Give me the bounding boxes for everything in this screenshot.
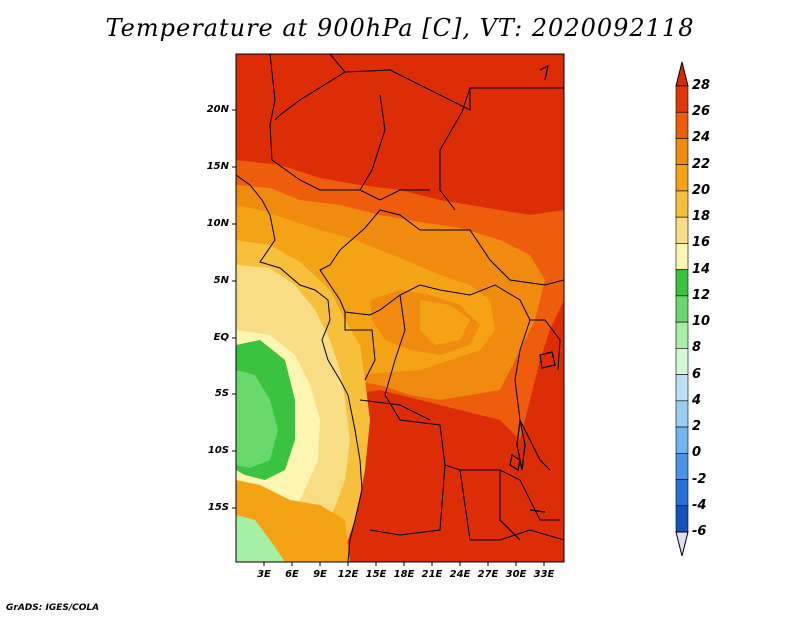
colorbar-segment (675, 138, 689, 166)
colorbar-segment (675, 426, 689, 454)
lake-2 (516, 419, 526, 471)
lake-5 (539, 64, 549, 81)
map-frame (235, 53, 565, 563)
colorbar-label: 18 (692, 209, 711, 225)
colorbar-label: 8 (692, 340, 702, 356)
border-16 (499, 470, 521, 541)
lake-1 (539, 351, 556, 369)
colorbar-label: -6 (692, 524, 707, 539)
lat-label-5s: 5S (214, 388, 229, 399)
colorbar-segment (675, 295, 689, 323)
lon-label-33e: 33E (533, 569, 555, 580)
field-band-cool-southwest (236, 515, 285, 562)
colorbar-segment (675, 505, 689, 533)
lat-label-5n: 5N (213, 275, 229, 286)
coastline (236, 174, 363, 562)
colorbar-label: 28 (692, 78, 711, 93)
lon-label-3e: 3E (257, 569, 271, 580)
border-9 (344, 312, 376, 381)
lakes (509, 64, 556, 513)
colorbar-label: 2 (692, 419, 702, 435)
colorbar-label: 26 (692, 104, 711, 120)
field-band-10 (236, 370, 278, 468)
lat-label-15s: 15S (207, 502, 229, 513)
lon-label-12e: 12E (337, 569, 359, 580)
lat-ticks (232, 109, 236, 509)
border-6 (271, 159, 360, 191)
border-3 (344, 69, 564, 111)
colorbar-bottom-arrow (675, 531, 689, 557)
border-2 (274, 54, 346, 121)
colorbar (675, 61, 689, 557)
colorbar-label: -4 (692, 497, 707, 513)
border-1 (269, 54, 276, 161)
colorbar-label: 4 (692, 392, 702, 408)
colorbar-segment (675, 164, 689, 192)
border-8 (319, 249, 531, 321)
country-borders (236, 54, 564, 562)
colorbar-label: 0 (692, 445, 702, 461)
border-11 (359, 399, 431, 421)
colorbar-segment (675, 243, 689, 270)
colorbar-segment (675, 216, 689, 244)
border-4 (439, 87, 471, 211)
border-12 (369, 464, 446, 536)
colorbar-label: -2 (692, 471, 707, 487)
lon-label-21e: 21E (421, 569, 443, 580)
colorbar-label: 16 (692, 235, 711, 251)
colorbar-label: 10 (692, 314, 711, 330)
colorbar-segment (675, 85, 689, 113)
colorbar-segment (675, 452, 689, 480)
colorbar-label: 14 (692, 261, 711, 277)
colorbar-segment (675, 111, 689, 139)
border-10 (384, 294, 560, 521)
border-7 (339, 209, 564, 286)
colorbar-segment (675, 479, 689, 507)
lake-3 (509, 454, 521, 471)
lat-label-15n: 15N (206, 161, 229, 172)
colorbar-segment (675, 400, 689, 428)
lat-label-10n: 10N (206, 218, 229, 229)
lake-4 (529, 509, 546, 513)
border-13 (459, 469, 564, 541)
map-title: Temperature at 900hPa [C], VT: 202009211… (105, 14, 695, 42)
temperature-field (236, 54, 564, 562)
colorbar-segment (675, 269, 689, 297)
colorbar-label: 22 (692, 156, 711, 172)
colorbar-segment (675, 348, 689, 375)
colorbar-segment (675, 190, 689, 218)
lon-ticks (263, 562, 545, 566)
border-15 (530, 319, 561, 371)
lon-label-9e: 9E (313, 569, 327, 580)
lon-label-27e: 27E (477, 569, 499, 580)
colorbar-label: 20 (692, 182, 711, 198)
colorbar-label: 12 (692, 287, 711, 303)
lat-label-eq: EQ (213, 332, 229, 343)
lon-label-18e: 18E (393, 569, 415, 580)
field-band-20-inner (420, 300, 470, 345)
lon-label-15e: 15E (365, 569, 387, 580)
lat-label-10s: 10S (207, 445, 229, 456)
colorbar-label: 6 (692, 366, 702, 382)
software-credit: GrADS: IGES/COLA (6, 603, 100, 613)
colorbar-label: 24 (692, 130, 711, 146)
lat-label-20n: 20N (206, 104, 229, 115)
lon-label-24e: 24E (449, 569, 471, 580)
colorbar-segment (675, 374, 689, 402)
colorbar-top-arrow (675, 61, 689, 87)
field-band-hot-south (365, 420, 564, 562)
lon-label-30e: 30E (505, 569, 527, 580)
lon-label-6e: 6E (285, 569, 299, 580)
colorbar-segment (675, 321, 689, 349)
